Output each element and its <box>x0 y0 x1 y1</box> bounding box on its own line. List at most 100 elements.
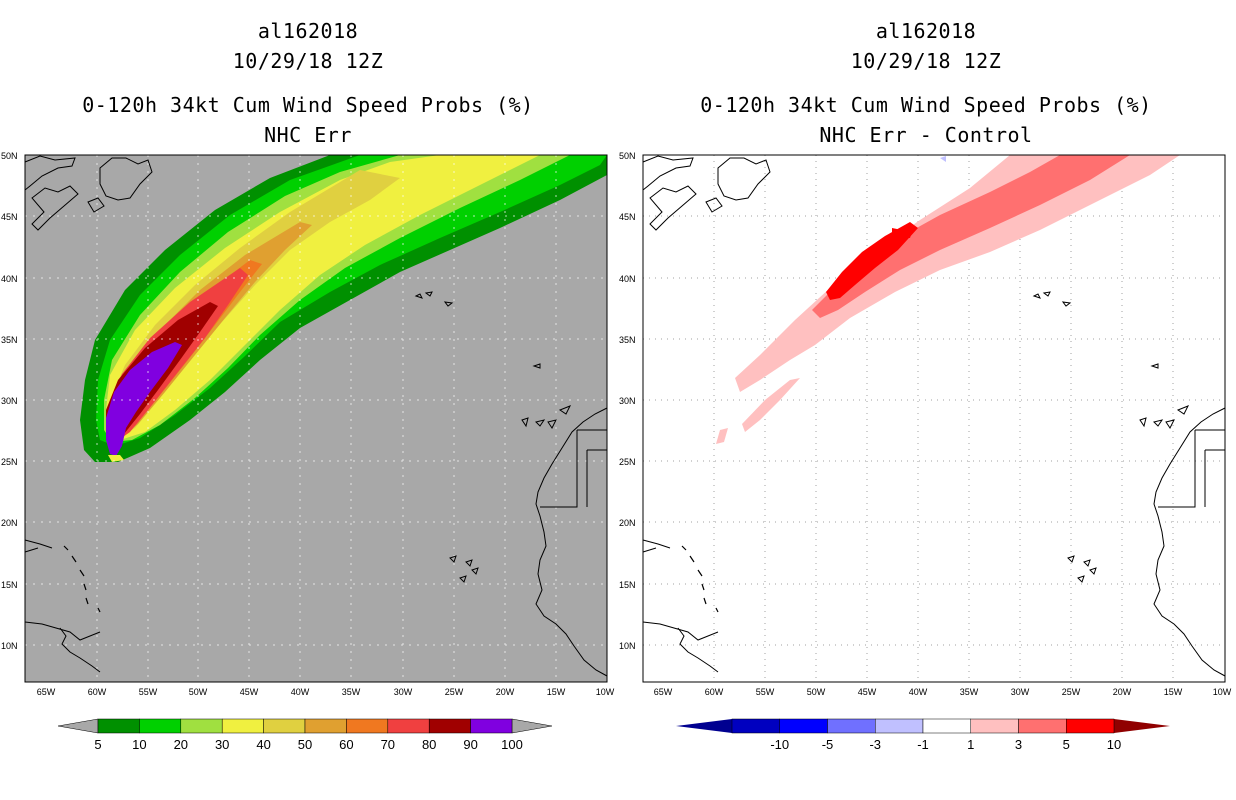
left-colorbar-box <box>180 718 223 734</box>
left-colorbar-label: 10 <box>132 737 146 752</box>
left-lon-label: 35W <box>342 687 361 697</box>
right-colorbar: -10 -5 -3 -1 1 3 5 10 <box>676 718 1170 752</box>
right-lon-label: 45W <box>858 687 877 697</box>
left-colorbar-box <box>139 718 182 734</box>
left-colorbar-label: 5 <box>94 737 101 752</box>
right-lon-label: 20W <box>1113 687 1132 697</box>
right-colorbar-box <box>731 718 780 734</box>
left-lat-label: 30N <box>1 396 18 406</box>
left-variant: NHC Err <box>264 123 352 147</box>
right-colorbar-box <box>1066 718 1115 734</box>
left-colorbar: 5 10 20 30 40 50 60 70 80 90 100 <box>57 718 553 752</box>
right-lat-label: 30N <box>619 396 636 406</box>
right-colorbar-extend-high <box>1114 719 1170 733</box>
right-colorbar-label: -10 <box>770 737 789 752</box>
right-colorbar-box <box>875 718 924 734</box>
left-lat-labels: 50N 45N 40N 35N 30N 25N 20N 15N 10N <box>1 151 18 651</box>
left-lon-label: 40W <box>291 687 310 697</box>
right-colorbar-box <box>970 718 1019 734</box>
left-map: 50N 45N 40N 35N 30N 25N 20N 15N 10N 65W … <box>1 151 615 697</box>
left-map-frame <box>24 154 608 683</box>
right-lon-label: 40W <box>909 687 928 697</box>
left-lon-label: 65W <box>37 687 56 697</box>
left-colorbar-label: 30 <box>215 737 229 752</box>
right-lon-label: 35W <box>960 687 979 697</box>
left-colorbar-box <box>346 718 389 734</box>
left-colorbar-box <box>470 718 513 734</box>
left-lat-label: 10N <box>1 641 18 651</box>
right-lat-label: 35N <box>619 335 636 345</box>
right-lon-labels: 65W 60W 55W 50W 45W 40W 35W 30W 25W 20W … <box>654 687 1232 697</box>
right-lat-labels: 50N 45N 40N 35N 30N 25N 20N 15N 10N <box>619 151 636 651</box>
left-datetime: 10/29/18 12Z <box>232 49 384 73</box>
right-lon-label: 10W <box>1213 687 1232 697</box>
left-colorbar-box <box>387 718 430 734</box>
right-colorbar-label: -1 <box>917 737 929 752</box>
right-lat-label: 40N <box>619 274 636 284</box>
right-colorbar-label: 5 <box>1063 737 1070 752</box>
left-product: 0-120h 34kt Cum Wind Speed Probs (%) <box>82 93 534 117</box>
left-lon-label: 50W <box>189 687 208 697</box>
right-map: 50N 45N 40N 35N 30N 25N 20N 15N 10N 65W … <box>619 151 1232 697</box>
left-lon-label: 25W <box>445 687 464 697</box>
right-datetime: 10/29/18 12Z <box>850 49 1002 73</box>
left-lat-label: 20N <box>1 518 18 528</box>
right-colorbar-box <box>1018 718 1067 734</box>
left-colorbar-label: 60 <box>339 737 353 752</box>
right-title: al162018 10/29/18 12Z 0-120h 34kt Cum Wi… <box>616 16 1236 150</box>
right-colorbar-extend-low <box>676 719 732 733</box>
right-storm-id: al162018 <box>875 19 977 43</box>
right-lon-label: 60W <box>705 687 724 697</box>
left-storm-id: al162018 <box>257 19 359 43</box>
left-lat-label: 35N <box>1 335 18 345</box>
right-lat-label: 50N <box>619 151 636 161</box>
right-lon-label: 15W <box>1164 687 1183 697</box>
right-colorbar-label: 10 <box>1107 737 1121 752</box>
left-lon-label: 45W <box>240 687 259 697</box>
right-colorbar-box <box>779 718 828 734</box>
left-colorbar-label: 40 <box>256 737 270 752</box>
left-colorbar-extend-high <box>511 718 553 734</box>
left-lat-label: 15N <box>1 580 18 590</box>
right-lon-label: 25W <box>1062 687 1081 697</box>
right-colorbar-label: -3 <box>869 737 881 752</box>
right-lat-label: 25N <box>619 457 636 467</box>
right-map-frame <box>642 154 1226 683</box>
right-lon-label: 50W <box>807 687 826 697</box>
left-lon-label: 55W <box>139 687 158 697</box>
right-colorbar-box <box>922 718 971 734</box>
left-colorbar-box <box>221 718 264 734</box>
right-gridlines <box>643 155 1225 682</box>
right-lon-label: 30W <box>1011 687 1030 697</box>
left-colorbar-label: 20 <box>174 737 188 752</box>
left-colorbar-label: 100 <box>501 737 523 752</box>
right-lon-label: 65W <box>654 687 673 697</box>
left-lon-label: 20W <box>496 687 515 697</box>
left-colorbar-label: 70 <box>381 737 395 752</box>
left-colorbar-label: 50 <box>298 737 312 752</box>
right-product: 0-120h 34kt Cum Wind Speed Probs (%) <box>700 93 1152 117</box>
left-lat-label: 45N <box>1 212 18 222</box>
right-lat-label: 15N <box>619 580 636 590</box>
right-difference-swath <box>716 155 1180 444</box>
left-probability-swath <box>80 155 607 462</box>
left-lat-label: 40N <box>1 274 18 284</box>
left-lon-label: 10W <box>596 687 615 697</box>
right-colorbar-label: 1 <box>967 737 974 752</box>
right-lat-label: 20N <box>619 518 636 528</box>
left-lat-label: 25N <box>1 457 18 467</box>
left-colorbar-label: 90 <box>463 737 477 752</box>
right-colorbar-box <box>827 718 876 734</box>
right-lat-label: 10N <box>619 641 636 651</box>
left-colorbar-box <box>97 718 140 734</box>
left-colorbar-box <box>263 718 306 734</box>
left-colorbar-box <box>428 718 471 734</box>
left-colorbar-extend-low <box>57 718 99 734</box>
right-colorbar-label: 3 <box>1015 737 1022 752</box>
left-lat-label: 50N <box>1 151 18 161</box>
left-lon-label: 15W <box>547 687 566 697</box>
right-lon-label: 55W <box>756 687 775 697</box>
right-variant: NHC Err - Control <box>819 123 1033 147</box>
left-lon-label: 60W <box>88 687 107 697</box>
